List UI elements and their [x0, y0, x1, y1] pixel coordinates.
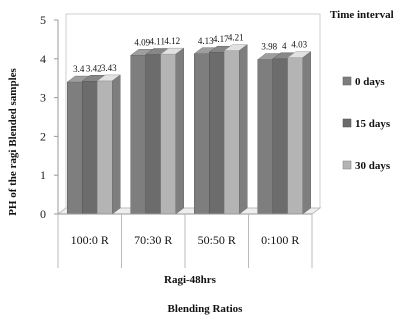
x-tick-label: 50:50 R: [198, 233, 236, 247]
bar: [272, 58, 288, 215]
bar: [287, 57, 303, 215]
bar: [160, 53, 176, 215]
x-tick-label: 100:0 R: [71, 233, 109, 247]
data-label: 4.13: [198, 36, 214, 46]
plot-frame: [56, 13, 322, 215]
legend-title: Time interval: [330, 9, 394, 21]
data-label: 4.21: [228, 33, 244, 43]
bar: [145, 54, 161, 215]
bar-side: [302, 51, 311, 215]
bar-side: [239, 44, 248, 215]
legend-swatch: [342, 76, 352, 86]
x-axis-group-label: Ragi-48hrs: [164, 274, 217, 286]
legend-swatch: [342, 160, 352, 170]
bar: [224, 50, 240, 215]
y-tick-label: 1: [40, 168, 46, 182]
legend-label: 15 days: [355, 118, 391, 130]
bar-side: [112, 74, 121, 215]
data-label: 4.12: [164, 36, 180, 46]
bar: [257, 59, 273, 215]
data-label: 3.98: [261, 42, 277, 52]
data-label: 3.42: [86, 63, 102, 73]
legend-label: 0 days: [355, 76, 385, 88]
y-tick-label: 4: [40, 52, 46, 66]
bar-side: [175, 47, 184, 215]
axes: 0 1 2 3 4 5 100:0 R 70:30 R 50:50 R 0:100 R: [40, 13, 313, 268]
data-label: 4.11: [150, 37, 165, 47]
data-label: 3.4: [73, 64, 85, 74]
legend: 0 days 15 days 30 days: [342, 76, 391, 172]
data-labels: 3.4 3.42 3.43 4.09 4.11 4.12 4.13 4.17 4.21 3.98 4…: [73, 33, 308, 74]
bar: [67, 81, 83, 215]
data-label: 4: [282, 41, 287, 51]
data-label: 4.03: [291, 40, 307, 50]
bar: [82, 81, 98, 215]
y-tick-label: 0: [40, 207, 46, 221]
bar: [97, 80, 113, 215]
x-axis-title: Blending Ratios: [168, 303, 244, 315]
bar: [194, 53, 210, 215]
data-label: 4.09: [134, 37, 150, 47]
legend-label: 30 days: [355, 160, 391, 172]
data-label: 3.43: [101, 63, 117, 73]
y-tick-label: 2: [40, 129, 46, 143]
y-axis-title: PH of the ragi Blended samples: [7, 67, 19, 215]
x-tick-label: 70:30 R: [134, 233, 172, 247]
back-wall: [65, 13, 321, 208]
x-tick-label: 0:100 R: [261, 233, 299, 247]
bar: [130, 55, 146, 215]
legend-swatch: [342, 118, 352, 128]
bar: [209, 51, 225, 215]
y-tick-label: 3: [40, 91, 46, 105]
bars: [66, 44, 312, 215]
y-tick-label: 5: [40, 13, 46, 27]
data-label: 4.17: [213, 34, 229, 44]
